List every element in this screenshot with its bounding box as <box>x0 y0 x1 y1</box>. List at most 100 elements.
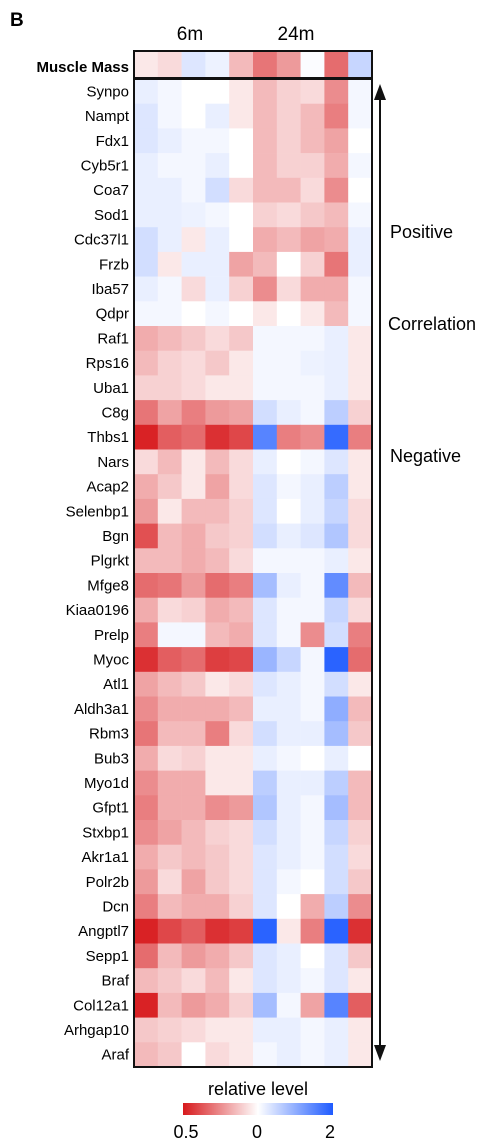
heatmap-cell <box>157 474 182 500</box>
heatmap-cell <box>134 894 159 920</box>
heatmap-cell <box>276 943 301 969</box>
heatmap-cell <box>157 79 182 104</box>
heatmap-cell <box>157 844 182 870</box>
colorbar-title: relative level <box>208 1079 308 1099</box>
heatmap-cell <box>157 153 182 179</box>
heatmap-cell <box>300 696 325 722</box>
heatmap-cell <box>253 696 278 722</box>
heatmap-cell <box>348 820 373 845</box>
gene-label: Polr2b <box>86 874 129 891</box>
heatmap-cell <box>181 943 206 969</box>
heatmap-cell <box>205 548 230 574</box>
gene-label: Prelp <box>94 627 129 644</box>
heatmap-cell <box>348 474 373 500</box>
gene-label: Selenbp1 <box>66 503 129 520</box>
heatmap-cell <box>253 721 278 747</box>
heatmap-cell <box>300 721 325 747</box>
heatmap-cell <box>253 992 278 1018</box>
heatmap-cell <box>134 523 159 549</box>
heatmap-cell <box>205 671 230 697</box>
heatmap-cell <box>253 647 278 673</box>
heatmap-cell <box>348 128 373 154</box>
muscle-mass-label: Muscle Mass <box>36 59 129 76</box>
heatmap-cell <box>229 449 254 475</box>
gene-label: Sepp1 <box>86 948 129 965</box>
gene-labels: Synpo Nampt Fdx1 Cyb5r1 Coa7 Sod1 Cdc37l1 Frzb I… <box>64 83 130 1063</box>
heatmap-cell <box>253 498 278 524</box>
heatmap-cell <box>276 350 301 376</box>
heatmap-cell <box>324 301 349 327</box>
heatmap-cell <box>205 918 230 944</box>
heatmap-cell <box>157 770 182 796</box>
heatmap-cell <box>300 449 325 475</box>
heatmap-cell <box>324 1042 349 1068</box>
heatmap-cell <box>300 523 325 549</box>
heatmap-cell <box>229 177 254 203</box>
heatmap-cell <box>324 251 349 277</box>
heatmap-cell <box>253 449 278 475</box>
heatmap-cell <box>276 869 301 895</box>
heatmap-cell <box>134 251 159 277</box>
heatmap-cell <box>300 326 325 351</box>
colorbar-tick-high: 2 <box>325 1122 335 1142</box>
heatmap-cell <box>134 647 159 673</box>
heatmap-cell <box>205 696 230 722</box>
heatmap-cell <box>134 721 159 747</box>
heatmap-cell <box>300 498 325 524</box>
heatmap-cell <box>205 227 230 253</box>
heatmap-cell <box>300 1042 325 1068</box>
heatmap-cell <box>324 276 349 302</box>
heatmap-cell <box>157 597 182 623</box>
heatmap-cell <box>253 869 278 895</box>
muscle-mass-cell <box>134 51 159 79</box>
gene-label: Braf <box>101 973 129 990</box>
heatmap-cell <box>134 350 159 376</box>
heatmap-cell <box>205 968 230 994</box>
group-label-6m: 6m <box>177 24 203 45</box>
heatmap-cell <box>324 795 349 821</box>
heatmap-cell <box>348 894 373 920</box>
heatmap-cell <box>253 474 278 500</box>
heatmap-cell <box>229 770 254 796</box>
gene-label: C8g <box>101 404 129 421</box>
heatmap-cell <box>205 844 230 870</box>
heatmap-cell <box>134 301 159 327</box>
heatmap-cell <box>229 745 254 771</box>
heatmap-cell <box>229 671 254 697</box>
heatmap-cell <box>300 1017 325 1043</box>
heatmap-cell <box>276 573 301 598</box>
heatmap-cell <box>181 128 206 154</box>
heatmap-cell <box>300 202 325 228</box>
heatmap-cell <box>181 177 206 203</box>
heatmap-cell <box>348 227 373 253</box>
heatmap-cell <box>324 400 349 426</box>
heatmap-cell <box>276 968 301 994</box>
heatmap-cell <box>324 153 349 179</box>
heatmap-cell <box>157 498 182 524</box>
heatmap-cell <box>134 992 159 1018</box>
heatmap-cell <box>276 647 301 673</box>
heatmap-cell <box>157 820 182 845</box>
heatmap-cell <box>181 424 206 450</box>
heatmap-cell <box>229 498 254 524</box>
heatmap-cell <box>300 573 325 598</box>
heatmap-cell <box>276 1042 301 1068</box>
heatmap-cell <box>348 992 373 1018</box>
heatmap-cell <box>300 992 325 1018</box>
heatmap-cell <box>205 943 230 969</box>
heatmap-cell <box>205 177 230 203</box>
heatmap-cell <box>157 128 182 154</box>
heatmap-cell <box>205 276 230 302</box>
gene-label: Myoc <box>93 651 129 668</box>
heatmap-cell <box>134 128 159 154</box>
heatmap-cell <box>276 795 301 821</box>
heatmap-cell <box>157 943 182 969</box>
heatmap-cell <box>253 375 278 401</box>
heatmap-cell <box>348 844 373 870</box>
heatmap-cell <box>157 795 182 821</box>
heatmap-cell <box>134 276 159 302</box>
heatmap-cell <box>276 622 301 648</box>
gene-label: Cdc37l1 <box>74 232 129 249</box>
gene-label: Araf <box>101 1047 129 1064</box>
heatmap-cell <box>229 326 254 351</box>
